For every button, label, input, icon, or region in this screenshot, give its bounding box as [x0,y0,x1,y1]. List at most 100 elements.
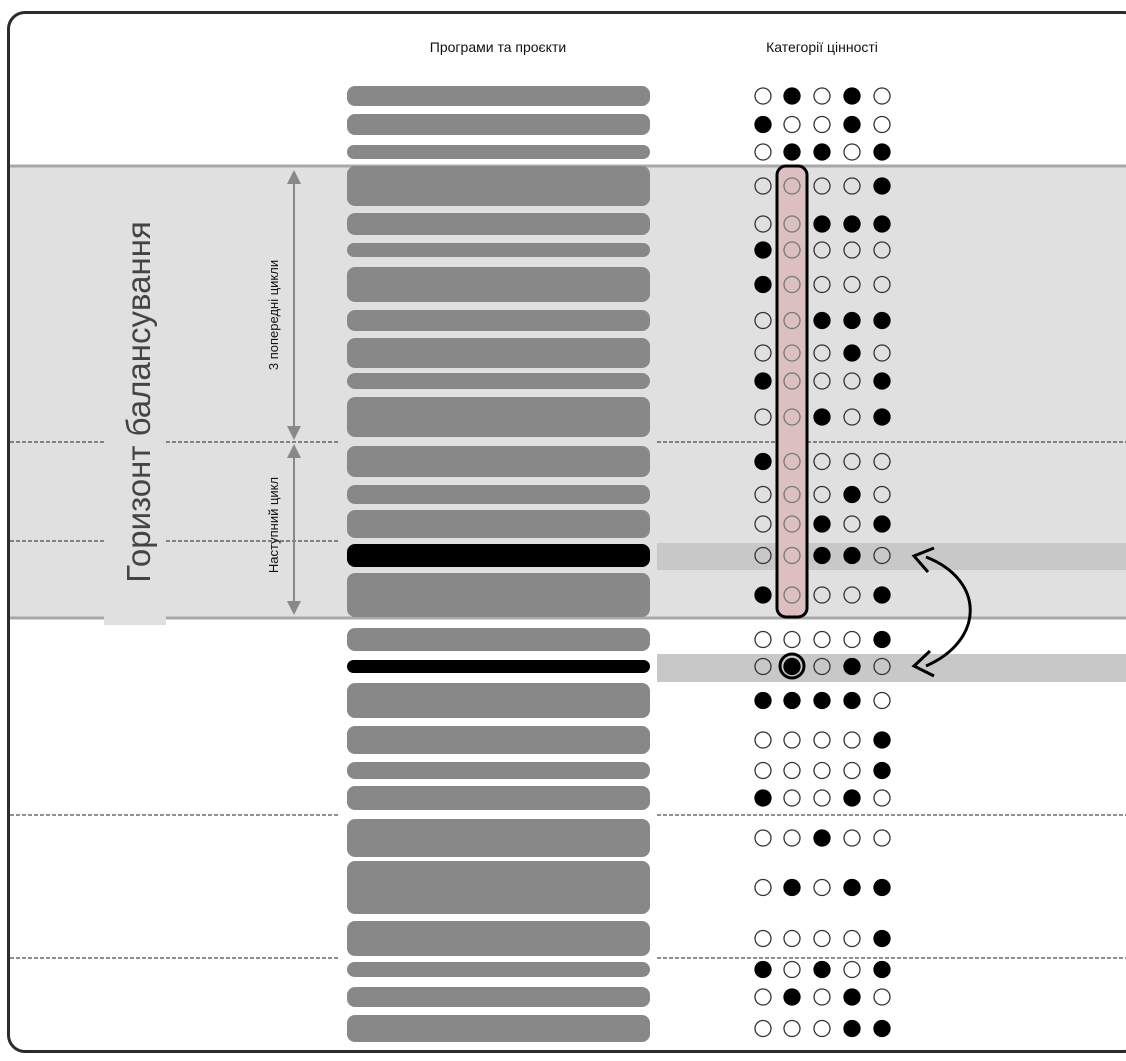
value-dot-empty [754,829,772,847]
program-bar [347,397,650,437]
value-dot-empty [783,452,801,471]
value-dot-empty [813,1019,831,1038]
value-dot-empty [783,789,801,807]
program-bar [347,921,650,956]
value-dot-empty [783,586,801,604]
value-dot-filled [873,215,891,233]
value-dot-filled [873,586,891,604]
value-dot-empty [783,630,801,649]
program-bar [347,243,650,257]
value-dot-empty [873,657,891,676]
program-bar [347,114,650,135]
program-bar [347,962,650,977]
value-dot-empty [754,177,772,195]
value-dot-empty [754,546,772,565]
value-dot-empty [873,546,891,565]
program-bar [347,819,650,857]
value-dot-empty [754,87,772,105]
value-dot-empty [813,372,831,390]
program-bars [347,86,650,1042]
value-dot-empty [813,630,831,649]
value-dot-empty [754,515,772,533]
value-dot-empty [754,143,772,161]
value-dot-filled [783,878,801,897]
value-dot-empty [843,143,861,161]
value-dot-empty [843,731,861,749]
value-dot-empty [754,988,772,1006]
value-dot-filled [873,1019,891,1038]
program-bar-highlighted [347,544,650,567]
value-dot-empty [754,344,772,362]
value-dot-empty [813,586,831,604]
value-dot-filled [843,344,861,362]
swap-row-highlight-upper [657,543,1126,570]
value-dot-empty [813,878,831,897]
program-bar [347,762,650,779]
program-bar [347,213,650,235]
value-dot-empty [843,177,861,195]
cycle-separators [10,441,1126,959]
value-dot-filled [873,761,891,780]
value-dot-filled [843,215,861,233]
value-dot-filled [813,408,831,426]
value-dot-filled [843,657,861,676]
value-dot-empty [873,241,891,259]
value-dot-empty [754,630,772,649]
value-dot-empty [873,115,891,134]
value-dot-filled [873,515,891,533]
value-dot-empty [754,215,772,233]
value-dot-filled [754,789,772,807]
value-dot-filled [813,960,831,979]
program-bar [347,726,650,754]
value-dot-filled [813,829,831,847]
swapped-dot-ring [778,652,806,680]
value-dot-filled [754,691,772,710]
value-dot-empty [783,515,801,533]
value-dot-filled [754,372,772,390]
swap-arrow-head-upper [911,546,935,573]
program-bar [347,86,650,106]
value-dot-empty [813,657,831,676]
value-dot-empty [813,485,831,504]
value-dot-empty [873,344,891,362]
value-dot-empty [754,485,772,504]
swap-row-highlight-lower [657,654,1126,682]
program-bar [347,573,650,617]
horizon-band [10,166,1126,618]
swap-arrow [925,555,972,668]
value-dot-filled [843,311,861,330]
value-dot-filled [873,731,891,749]
horizon-label-background [104,175,166,625]
value-dot-empty [873,691,891,710]
program-bar [347,446,650,477]
program-bar [347,310,650,331]
value-dot-empty [843,452,861,471]
value-dot-filled [873,311,891,330]
value-dot-filled [843,485,861,504]
value-dot-empty [783,731,801,749]
value-dot-empty [873,452,891,471]
value-dot-empty [783,761,801,780]
value-dot-empty [873,829,891,847]
value-dot-empty [813,988,831,1006]
value-dot-empty [783,372,801,390]
value-dot-empty [754,878,772,897]
value-dot-filled [754,452,772,471]
value-dot-filled [873,929,891,948]
value-dot-empty [843,960,861,979]
value-dot-empty [783,546,801,565]
program-bar [347,786,650,810]
program-bar [347,510,650,538]
value-dot-filled [873,372,891,390]
value-dot-filled [754,586,772,604]
value-dot-empty [843,372,861,390]
value-dot-filled [783,87,801,105]
swap-arrow-head-lower [911,649,935,678]
value-dot-filled [783,988,801,1006]
value-dot-empty [783,311,801,330]
program-bar [347,373,650,389]
value-dot-filled [843,988,861,1006]
value-dot-empty [813,115,831,134]
value-dot-empty [783,115,801,134]
value-dot-empty [843,761,861,780]
